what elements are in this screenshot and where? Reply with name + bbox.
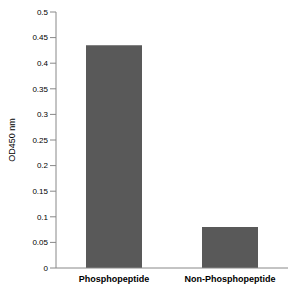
svg-text:OD450 nm: OD450 nm (8, 118, 17, 162)
svg-text:0.3: 0.3 (37, 110, 49, 119)
svg-text:0: 0 (44, 264, 49, 273)
svg-text:0.45: 0.45 (32, 33, 48, 42)
svg-text:0.05: 0.05 (32, 238, 48, 247)
svg-text:0.35: 0.35 (32, 85, 48, 94)
svg-text:0.4: 0.4 (37, 59, 49, 68)
svg-text:0.25: 0.25 (32, 136, 48, 145)
svg-text:0.1: 0.1 (37, 213, 49, 222)
svg-text:0.15: 0.15 (32, 187, 48, 196)
svg-text:Phosphopeptide: Phosphopeptide (79, 274, 150, 284)
svg-text:Non-Phosphopeptide: Non-Phosphopeptide (185, 274, 276, 284)
svg-text:0.2: 0.2 (37, 161, 49, 170)
svg-text:0.5: 0.5 (37, 8, 49, 17)
